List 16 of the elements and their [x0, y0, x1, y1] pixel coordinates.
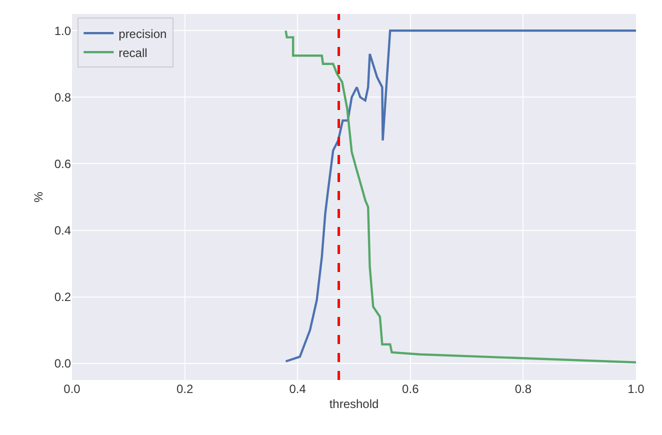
x-axis-title: threshold — [329, 396, 379, 411]
legend-label: recall — [118, 46, 148, 60]
x-tick-label: 0.6 — [402, 382, 420, 396]
legend-label: precision — [118, 26, 167, 41]
y-tick-label: 0.0 — [54, 356, 72, 371]
y-tick-label: 0.4 — [54, 223, 72, 238]
y-tick-label: 0.2 — [54, 290, 72, 304]
x-tick-label: 0.0 — [64, 382, 81, 396]
y-tick-label: 0.8 — [54, 90, 72, 104]
x-tick-label: 1.0 — [628, 382, 645, 396]
x-tick-label: 0.8 — [514, 382, 532, 396]
y-axis-title: % — [32, 191, 46, 202]
x-tick-label: 0.4 — [289, 382, 306, 396]
y-tick-label: 1.0 — [54, 24, 72, 38]
x-tick-label: 0.2 — [176, 382, 194, 396]
y-tick-label: 0.6 — [54, 156, 72, 171]
